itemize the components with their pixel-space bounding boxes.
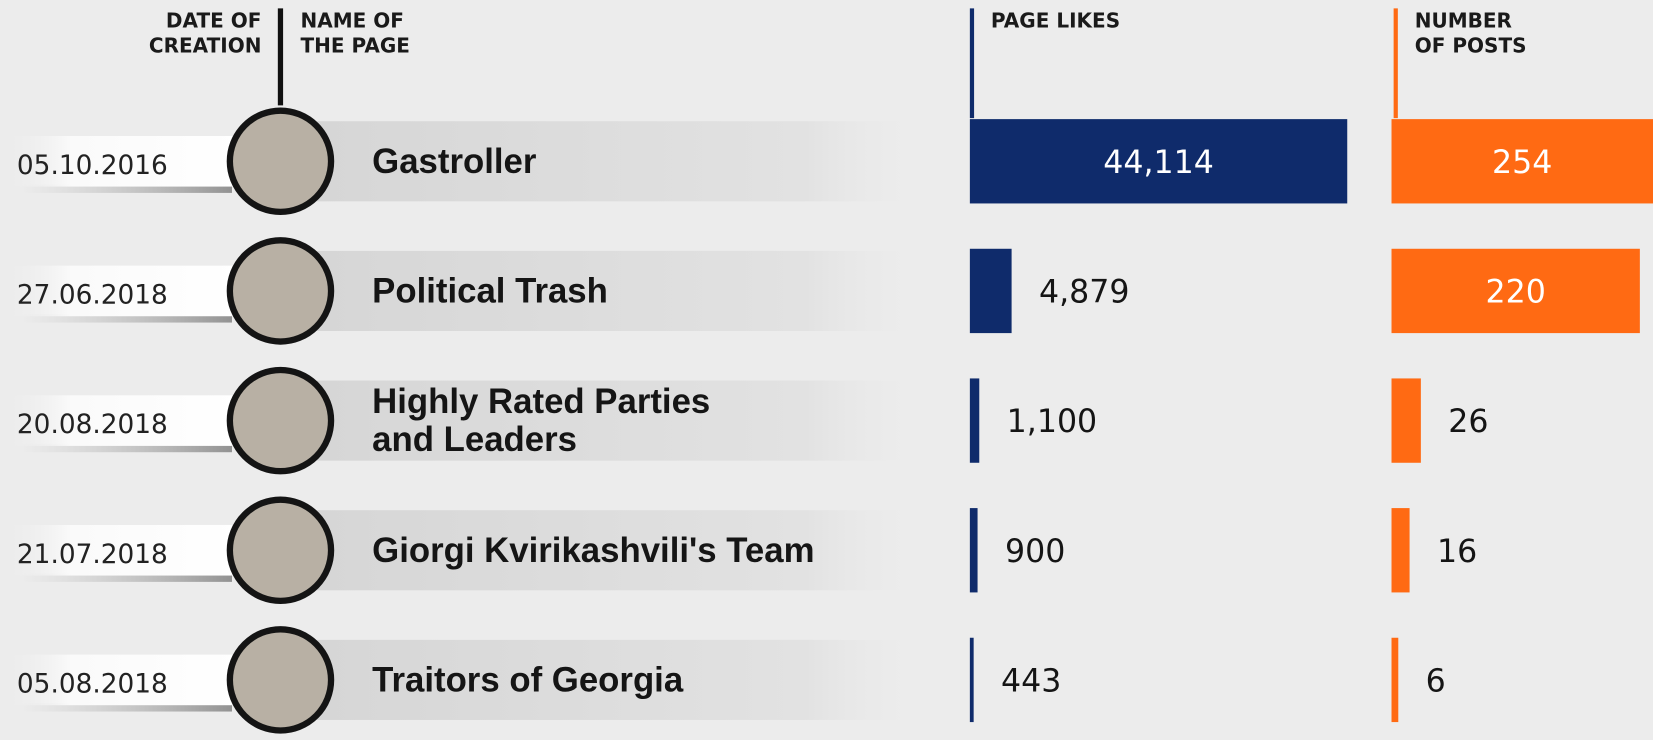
header-name: THE PAGE <box>300 34 409 58</box>
posts-bar <box>1391 119 1653 204</box>
name-banner <box>316 250 928 331</box>
date-tab <box>0 265 238 317</box>
posts-label: 254 <box>1492 145 1552 181</box>
header-likes: PAGE LIKES <box>991 8 1120 32</box>
page-name: and Leaders <box>372 421 577 459</box>
page-name: Giorgi Kvirikashvili's Team <box>372 532 814 570</box>
date-shadow <box>21 184 232 193</box>
likes-bar <box>969 248 1012 334</box>
name-banner <box>316 121 928 202</box>
name-banner <box>316 380 928 461</box>
date-tab <box>0 524 238 576</box>
date-tab <box>0 395 238 446</box>
likes-label: 4,879 <box>1039 275 1130 311</box>
header-date: CREATION <box>149 34 262 58</box>
date: 05.08.2018 <box>17 670 168 700</box>
posts-bar <box>1391 248 1640 334</box>
date: 20.08.2018 <box>17 410 168 440</box>
likes-bar <box>969 508 978 593</box>
date: 21.07.2018 <box>17 540 168 570</box>
header-date: DATE OF <box>166 8 262 32</box>
posts-bar <box>1391 637 1399 723</box>
page-avatar <box>226 107 335 216</box>
page-avatar <box>226 626 335 734</box>
posts-label: 6 <box>1426 664 1446 700</box>
page-name: Political Trash <box>372 273 608 311</box>
date-shadow <box>21 314 232 323</box>
page-name: Traitors of Georgia <box>372 662 684 700</box>
date-shadow <box>21 573 232 582</box>
posts-label: 16 <box>1437 534 1477 570</box>
date-shadow <box>21 703 232 712</box>
likes-bar <box>969 637 974 723</box>
posts-label: 220 <box>1486 275 1546 311</box>
posts-label: 26 <box>1448 404 1488 440</box>
header-name: NAME OF <box>300 8 404 32</box>
likes-label: 900 <box>1005 534 1065 570</box>
likes-label: 443 <box>1001 664 1061 700</box>
likes-label: 1,100 <box>1007 404 1098 440</box>
date: 05.10.2016 <box>17 151 168 181</box>
date-tab <box>0 135 238 187</box>
posts-bar <box>1391 508 1410 593</box>
likes-bar <box>969 119 1348 204</box>
page-avatar <box>226 366 335 475</box>
date-shadow <box>21 443 232 453</box>
name-banner <box>316 639 928 720</box>
header-posts: NUMBER <box>1415 8 1513 32</box>
date-tab <box>0 654 238 706</box>
likes-label: 44,114 <box>1103 145 1214 181</box>
page-name: Gastroller <box>372 143 536 181</box>
name-banner <box>316 510 928 591</box>
page-name: Highly Rated Parties <box>372 383 710 421</box>
header-posts: OF POSTS <box>1415 34 1527 58</box>
likes-bar <box>969 378 980 463</box>
posts-bar <box>1391 378 1421 463</box>
page-avatar <box>226 496 335 605</box>
page-avatar <box>226 237 335 345</box>
date: 27.06.2018 <box>17 281 168 311</box>
